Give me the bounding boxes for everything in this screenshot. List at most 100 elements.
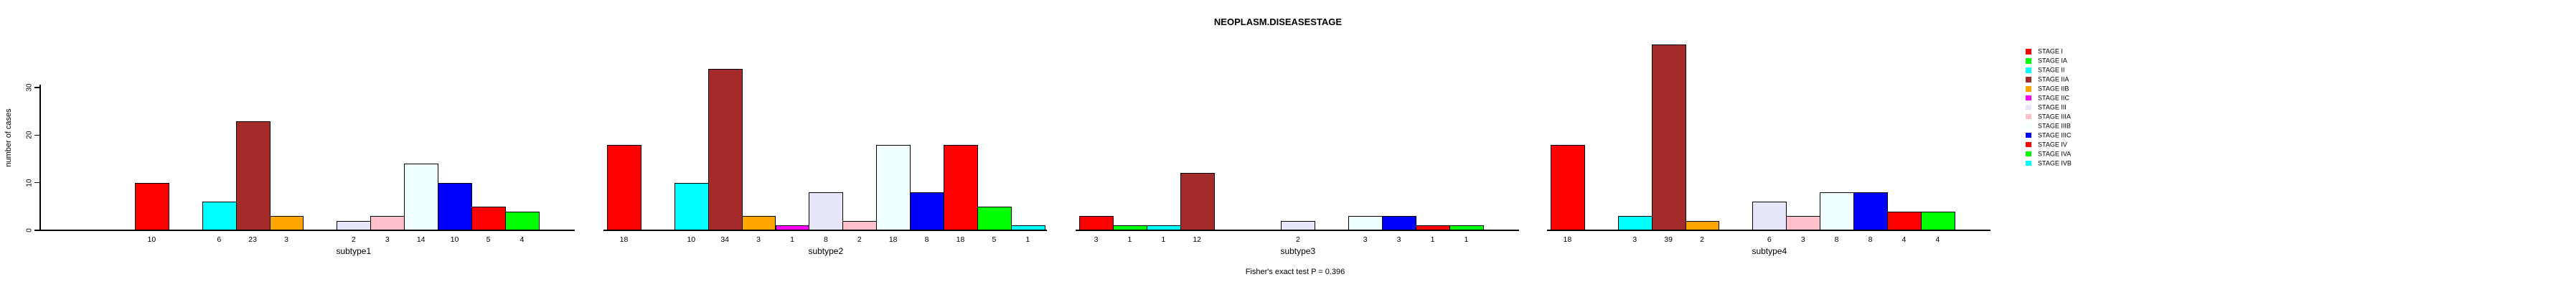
y-axis-tick xyxy=(34,134,39,136)
bar-value-label: 18 xyxy=(1563,235,1572,244)
bar-subtype1-stage-iia xyxy=(235,121,271,230)
bar-subtype3-stage-iiib xyxy=(1348,216,1383,230)
bar-subtype2-stage-iiic xyxy=(910,192,944,230)
legend-swatch-stage-ivb xyxy=(2026,160,2031,166)
bar-subtype2-stage-iia xyxy=(708,68,743,230)
bar-value-label: 10 xyxy=(450,235,459,244)
group-label-subtype4: subtype4 xyxy=(1752,246,1787,256)
group-label-subtype2: subtype2 xyxy=(808,246,844,256)
bar-value-label: 6 xyxy=(217,235,222,244)
bar-subtype3-stage-ii xyxy=(1146,225,1181,230)
bar-subtype2-stage-iic xyxy=(775,225,810,230)
bar-value-label: 3 xyxy=(1632,235,1637,244)
bar-subtype4-stage-iiib xyxy=(1820,192,1855,230)
legend-label-stage-iib: STAGE IIB xyxy=(2038,85,2069,93)
bar-value-label: 10 xyxy=(687,235,696,244)
bar-subtype4-stage-iii xyxy=(1752,202,1787,230)
chart-title: NEOPLASM.DISEASESTAGE xyxy=(1213,17,1343,27)
bar-value-label: 18 xyxy=(888,235,898,244)
legend-label-stage-iiia: STAGE IIIA xyxy=(2038,113,2071,121)
legend-label-stage-ivb: STAGE IVB xyxy=(2038,159,2072,167)
bar-value-label: 4 xyxy=(1935,235,1940,244)
legend-label-stage-iiic: STAGE IIIC xyxy=(2038,131,2072,139)
bar-value-label: 3 xyxy=(1363,235,1368,244)
bar-value-label: 1 xyxy=(1127,235,1132,244)
bar-subtype4-stage-iiia xyxy=(1786,216,1821,230)
bar-value-label: 12 xyxy=(1193,235,1202,244)
bar-value-label: 5 xyxy=(992,235,997,244)
legend-swatch-stage-iii xyxy=(2026,104,2031,110)
legend-label-stage-iva: STAGE IVA xyxy=(2038,150,2072,158)
bar-subtype2-stage-ivb xyxy=(1010,225,1045,230)
bar-value-label: 14 xyxy=(416,235,426,244)
statistical-test-note: Fisher's exact test P = 0.396 xyxy=(1245,268,1345,276)
x-axis-line xyxy=(40,230,575,231)
bar-value-label: 4 xyxy=(1902,235,1907,244)
bar-subtype4-stage-iib xyxy=(1685,220,1720,230)
bar-value-label: 3 xyxy=(1396,235,1401,244)
y-axis-tick xyxy=(34,87,39,88)
bar-value-label: 2 xyxy=(1295,235,1300,244)
bar-value-label: 8 xyxy=(1834,235,1839,244)
bar-value-label: 1 xyxy=(1025,235,1030,244)
group-label-subtype1: subtype1 xyxy=(336,246,372,256)
bar-subtype3-stage-iva xyxy=(1449,225,1484,230)
legend-label-stage-iii: STAGE III xyxy=(2038,103,2067,111)
bar-value-label: 1 xyxy=(790,235,794,244)
bar-subtype1-stage-iiia xyxy=(370,216,405,230)
y-axis-tick-label: 10 xyxy=(25,179,34,187)
bar-value-label: 3 xyxy=(385,235,390,244)
legend-label-stage-ii: STAGE II xyxy=(2038,66,2065,74)
legend-label-stage-iv: STAGE IV xyxy=(2038,141,2067,149)
y-axis-tick xyxy=(34,230,39,231)
bar-subtype3-stage-iv xyxy=(1416,225,1450,230)
bar-value-label: 5 xyxy=(486,235,491,244)
legend-swatch-stage-ia xyxy=(2026,58,2031,64)
bar-value-label: 8 xyxy=(924,235,929,244)
bar-value-label: 3 xyxy=(284,235,289,244)
bar-subtype4-stage-iia xyxy=(1651,44,1686,230)
bar-value-label: 2 xyxy=(1700,235,1704,244)
bar-subtype2-stage-i xyxy=(607,144,641,230)
bar-subtype3-stage-i xyxy=(1079,216,1114,230)
bar-value-label: 23 xyxy=(248,235,257,244)
bar-subtype3-stage-iii xyxy=(1281,220,1316,230)
bar-subtype2-stage-iva xyxy=(977,206,1012,230)
legend-label-stage-iiib: STAGE IIIB xyxy=(2038,122,2071,130)
bar-value-label: 1 xyxy=(1161,235,1166,244)
bar-subtype1-stage-iib xyxy=(269,216,304,230)
bar-subtype1-stage-iiib xyxy=(404,164,439,230)
bar-value-label: 18 xyxy=(619,235,629,244)
legend-swatch-stage-iiic xyxy=(2026,132,2031,138)
bar-value-label: 18 xyxy=(956,235,965,244)
legend-swatch-stage-i xyxy=(2026,49,2031,55)
legend-label-stage-ia: STAGE IA xyxy=(2038,57,2067,65)
y-axis-tick-label: 20 xyxy=(25,131,34,139)
legend-swatch-stage-iv xyxy=(2026,141,2031,148)
legend-label-stage-iic: STAGE IIC xyxy=(2038,94,2069,102)
y-axis-tick-label: 30 xyxy=(25,83,34,92)
bar-value-label: 4 xyxy=(520,235,525,244)
legend-swatch-stage-iiib xyxy=(2026,123,2031,129)
bar-value-label: 1 xyxy=(1430,235,1435,244)
y-axis-title: number of cases xyxy=(4,108,13,167)
bar-subtype3-stage-iiic xyxy=(1382,216,1416,230)
bar-value-label: 3 xyxy=(756,235,761,244)
legend-swatch-stage-iva xyxy=(2026,151,2031,157)
legend-label-stage-i: STAGE I xyxy=(2038,47,2063,55)
bar-subtype4-stage-i xyxy=(1551,144,1585,230)
legend-swatch-stage-iic xyxy=(2026,95,2031,101)
bar-value-label: 2 xyxy=(351,235,356,244)
bar-subtype4-stage-ii xyxy=(1617,216,1653,230)
bar-value-label: 10 xyxy=(147,235,156,244)
bar-subtype2-stage-iiib xyxy=(876,144,911,230)
bar-subtype4-stage-iiic xyxy=(1853,192,1888,230)
bar-subtype2-stage-iib xyxy=(741,216,776,230)
bar-value-label: 3 xyxy=(1800,235,1805,244)
bar-subtype1-stage-iv xyxy=(471,206,506,230)
bar-subtype1-stage-iiic xyxy=(438,182,472,230)
bar-subtype3-stage-iia xyxy=(1180,173,1215,230)
y-axis-tick xyxy=(34,182,39,184)
bar-subtype3-stage-ia xyxy=(1112,225,1147,230)
